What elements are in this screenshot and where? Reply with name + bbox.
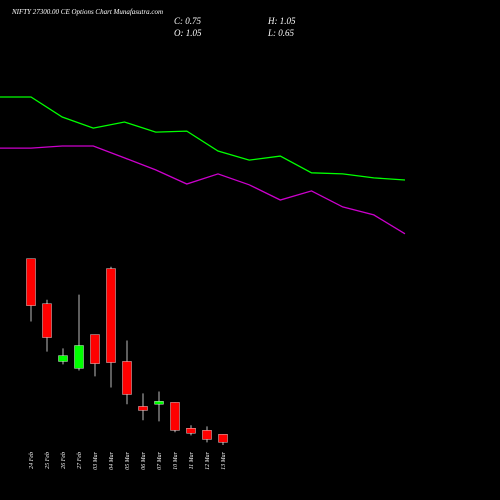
candle-body xyxy=(74,345,84,369)
x-tick-label: 07 Mar xyxy=(157,451,163,469)
x-tick-label: 12 Mar xyxy=(205,451,211,469)
candle-body xyxy=(58,355,68,362)
candle-body xyxy=(170,402,180,431)
moving-average-line xyxy=(0,145,406,235)
readout: H: 1.05 xyxy=(267,16,296,26)
candle-body xyxy=(42,303,52,338)
x-tick-label: 06 Mar xyxy=(141,451,147,469)
readout: O: 1.05 xyxy=(174,28,202,38)
candle-body xyxy=(138,406,148,411)
candle-body xyxy=(202,430,212,440)
candle-body xyxy=(106,268,116,363)
x-tick-label: 27 Feb xyxy=(77,452,83,469)
x-tick-label: 11 Mar xyxy=(189,451,195,469)
moving-average-line xyxy=(0,96,406,181)
candle-body xyxy=(186,428,196,434)
chart-title: NIFTY 27300.00 CE Options Chart Munafasu… xyxy=(11,8,163,16)
x-tick-label: 13 Mar xyxy=(221,451,227,469)
candle-body xyxy=(218,434,228,443)
x-tick-label: 03 Mar xyxy=(93,451,99,469)
x-tick-label: 05 Mar xyxy=(125,451,131,469)
candle-body xyxy=(154,401,164,405)
x-tick-label: 10 Mar xyxy=(173,451,179,469)
candle-body xyxy=(90,334,100,364)
readout: L: 0.65 xyxy=(267,28,295,38)
x-tick-label: 26 Feb xyxy=(61,452,67,469)
candle-body xyxy=(26,258,36,306)
x-tick-label: 24 Feb xyxy=(28,452,35,469)
candle-body xyxy=(122,361,132,395)
readout: C: 0.75 xyxy=(174,16,202,26)
x-tick-label: 25 Feb xyxy=(45,452,51,469)
x-tick-label: 04 Mar xyxy=(108,451,115,469)
